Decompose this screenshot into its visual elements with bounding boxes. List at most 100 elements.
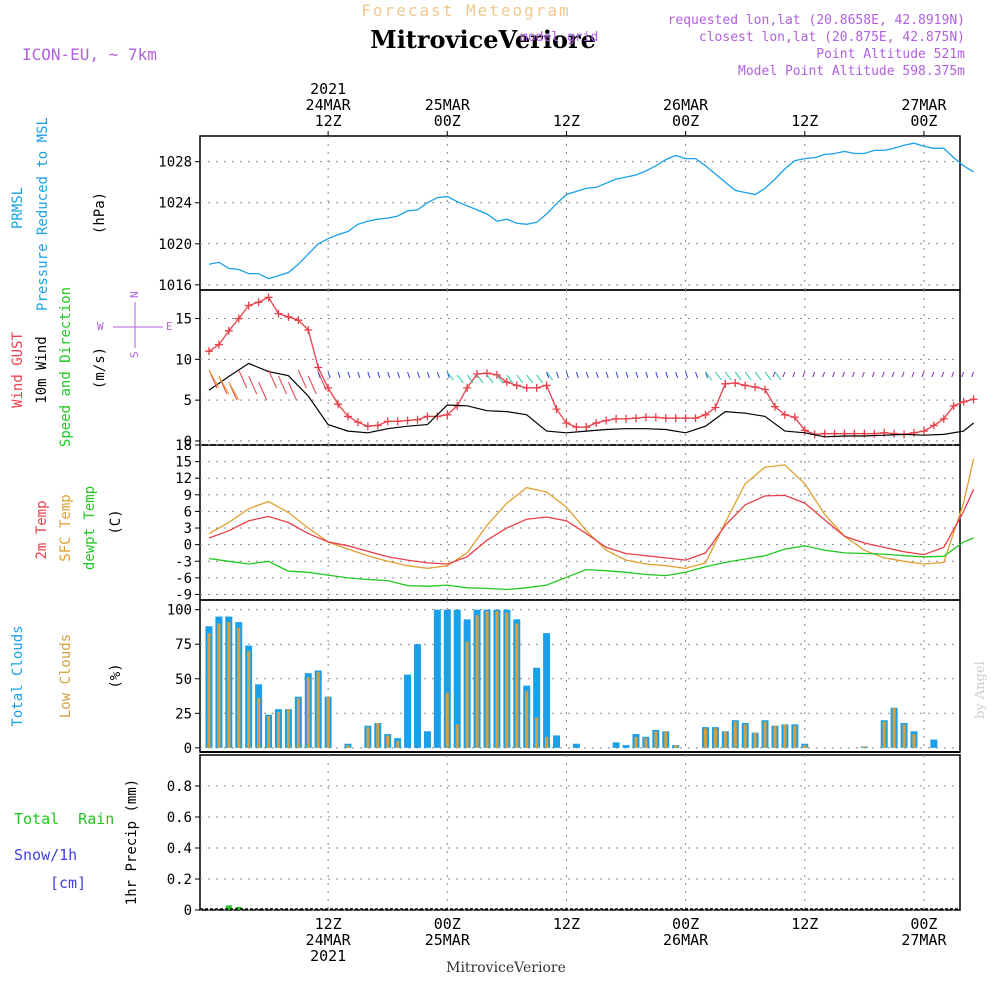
wind-barb <box>951 371 955 378</box>
wind-barb <box>881 371 885 378</box>
snow-unit: [cm] <box>50 874 86 892</box>
gust-point <box>761 385 770 394</box>
low-cloud-bar <box>713 728 717 748</box>
pressure-frame <box>199 135 961 291</box>
gust-point <box>641 413 650 422</box>
wind-barb <box>714 371 722 381</box>
gust-point <box>612 414 621 423</box>
gust-point <box>512 381 521 390</box>
gust-point <box>502 378 511 387</box>
wind-barb <box>546 371 553 381</box>
wind-barb <box>585 371 589 379</box>
gust-point <box>949 401 958 410</box>
clouds-tick-label: 75 <box>175 637 192 653</box>
wind-barb <box>822 371 826 378</box>
requested-coords: requested lon,lat (20.8658E, 42.8919N) <box>668 13 965 28</box>
gust-point <box>423 412 432 421</box>
temp-tick-label: 18 <box>175 438 192 454</box>
gust-point <box>919 427 928 436</box>
top-time-label: 24MAR <box>306 96 352 114</box>
wind-barb <box>871 371 875 378</box>
gust-point <box>661 414 670 423</box>
low-cloud-bar <box>515 623 519 748</box>
wind-barb <box>456 374 464 384</box>
wind-line <box>208 362 974 438</box>
temp-unit: (C) <box>108 509 124 534</box>
low-cloud-bar <box>445 692 449 748</box>
total-cloud-bar <box>612 742 620 748</box>
gust-point <box>373 421 382 430</box>
gust-point <box>671 414 680 423</box>
cloud-labels: Total Clouds Low Clouds (%) <box>10 625 124 726</box>
wind-barb <box>695 371 699 379</box>
wind-barb <box>734 371 742 381</box>
low-cloud-bar <box>664 731 668 748</box>
pressure-tick-label: 1024 <box>158 196 192 212</box>
low-cloud-bar <box>237 627 241 748</box>
prmsl-label-2: Pressure Reduced to MSL <box>35 117 51 311</box>
temp-labels: 2m Temp SFC Temp dewpt Temp (C) <box>34 486 124 570</box>
wind-frame <box>199 289 961 446</box>
dew-label: dewpt Temp <box>82 486 98 570</box>
wind-barb <box>754 371 762 381</box>
top-time-label: 12Z <box>791 112 818 130</box>
top-time-label: 27MAR <box>901 96 947 114</box>
wind-barb <box>675 371 679 379</box>
compass-n: N <box>128 291 141 298</box>
wind-barb <box>208 369 220 389</box>
wind-barb <box>565 371 569 379</box>
model-label: ICON-EU, ~ 7km <box>22 45 157 64</box>
low-cloud-bar <box>783 724 787 748</box>
gust-point <box>909 428 918 437</box>
gust-line <box>208 296 974 436</box>
low-cloud-bar <box>247 651 251 748</box>
wind-barb <box>367 371 371 379</box>
gust-point <box>383 417 392 426</box>
wind-barb <box>774 371 782 381</box>
wind-barb <box>486 374 494 384</box>
wind-tick-label: 0 <box>184 434 192 450</box>
temp-tick-label: 3 <box>184 521 192 537</box>
gust-point <box>204 347 213 356</box>
wind-barb <box>655 371 659 379</box>
wind-barb <box>238 369 248 389</box>
total-cloud-bar <box>543 633 551 748</box>
top-time-label: 00Z <box>910 112 937 130</box>
wind-barb <box>357 371 361 379</box>
low-cloud-bar <box>396 740 400 748</box>
total-cloud-bar <box>433 609 441 748</box>
gust-point <box>622 414 631 423</box>
wind-barb <box>287 381 297 401</box>
footer-station: MitroviceVeriore <box>446 960 566 976</box>
total-cloud-bar <box>453 609 461 748</box>
wind-barb <box>792 371 796 378</box>
precip-tick-label: 0.8 <box>167 779 192 795</box>
wind-labels: Wind GUST 10m Wind Speed and Direction (… <box>10 287 173 447</box>
wind-tick-label: 5 <box>184 393 192 409</box>
gust-point <box>353 418 362 427</box>
low-cloud-bar <box>912 734 916 748</box>
gust-point <box>959 397 968 406</box>
wind-tick-label: 15 <box>175 312 192 328</box>
low-cloud-bar <box>793 725 797 748</box>
wind-barb <box>377 371 381 379</box>
gust-point <box>224 326 233 335</box>
low-cloud-bar <box>475 615 479 748</box>
low-cloud-bar <box>674 745 678 748</box>
wind-barb <box>625 371 629 379</box>
point-altitude: Point Altitude 521m <box>816 47 965 62</box>
low-cloud-bar <box>753 732 757 748</box>
wind-unit: (m/s) <box>92 347 108 389</box>
wind-barb <box>506 374 514 384</box>
wind-barb <box>941 371 945 378</box>
dewpoint-line <box>208 537 974 591</box>
gust-point <box>363 422 372 431</box>
gust-point <box>473 370 482 379</box>
gust-point <box>492 370 501 379</box>
precip-labels: Total Rain Snow/1h [cm] 1hr Precip (mm) <box>14 779 140 905</box>
total-cloud-bar <box>413 644 421 748</box>
low-cloud-bar <box>862 746 866 748</box>
gust-point <box>691 414 700 423</box>
wind-barb <box>268 369 278 389</box>
